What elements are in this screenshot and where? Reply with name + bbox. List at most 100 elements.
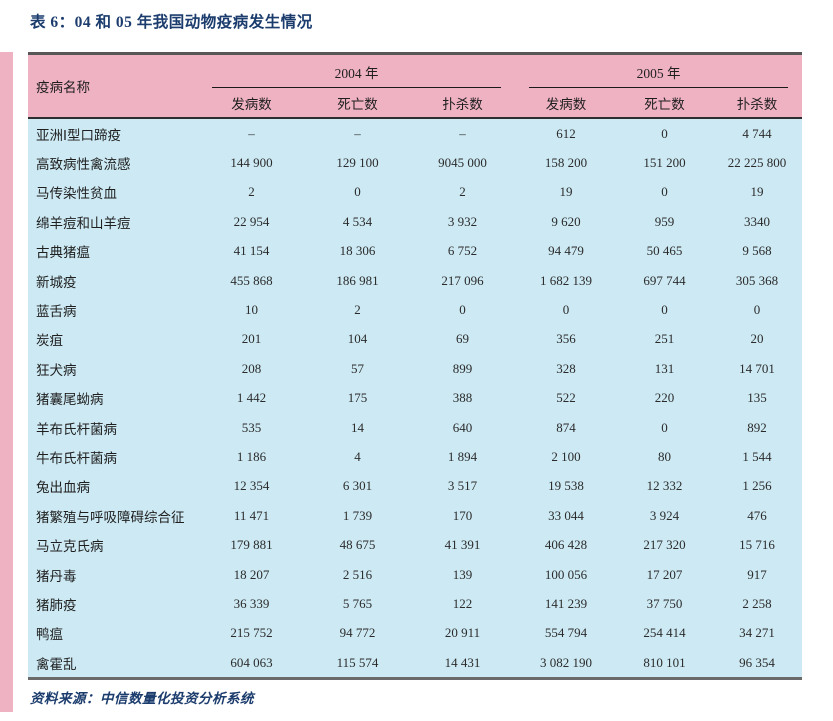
table-row: 猪丹毒 18 207 2 516 139 100 056 17 207 917 — [28, 559, 803, 590]
value-cell-2005-incidence: 2 100 — [515, 442, 618, 472]
value-cell-2004-deaths: 94 772 — [305, 618, 410, 649]
value-cell-2005-culled: 3340 — [712, 207, 803, 237]
value-cell-2005-deaths: 220 — [617, 383, 713, 413]
value-cell-2004-incidence: 18 207 — [198, 559, 305, 590]
value-cell-2005-deaths: 3 924 — [617, 501, 713, 531]
value-cell-2005-incidence: 612 — [515, 118, 618, 149]
column-header-disease-name: 疫病名称 — [28, 53, 198, 119]
disease-name-cell: 鸭瘟 — [28, 618, 198, 649]
value-cell-2004-incidence: 201 — [198, 324, 305, 355]
value-cell-2005-culled: 19 — [712, 177, 803, 208]
value-cell-2004-deaths: 0 — [305, 177, 410, 208]
year-header-row: 疫病名称 2004 年 2005 年 — [28, 53, 803, 119]
disease-name-cell: 猪囊尾蚴病 — [28, 383, 198, 413]
value-cell-2005-culled: 34 271 — [712, 618, 803, 649]
table-row: 高致病性禽流感 144 900 129 100 9045 000 158 200… — [28, 148, 803, 178]
value-cell-2004-culled: 3 517 — [410, 471, 516, 502]
value-cell-2005-culled: 305 368 — [712, 265, 803, 296]
disease-table-container: 疫病名称 2004 年 2005 年 发病数 死亡数 扑杀数 发病数 死亡数 扑… — [28, 52, 803, 681]
table-row: 亚洲Ⅰ型口蹄疫 – – – 612 0 4 744 — [28, 118, 803, 149]
disease-name-cell: 马立克氏病 — [28, 530, 198, 560]
value-cell-2004-culled: 899 — [410, 354, 516, 384]
value-cell-2004-incidence: 144 900 — [198, 148, 305, 178]
value-cell-2004-deaths: 2 516 — [305, 559, 410, 590]
value-cell-2004-deaths: 186 981 — [305, 265, 410, 296]
value-cell-2005-incidence: 0 — [515, 295, 618, 325]
table-row: 羊布氏杆菌病 535 14 640 874 0 892 — [28, 412, 803, 443]
value-cell-2004-deaths: 18 306 — [305, 236, 410, 266]
value-cell-2005-culled: 9 568 — [712, 236, 803, 266]
value-cell-2004-deaths: 175 — [305, 383, 410, 413]
value-cell-2005-incidence: 19 538 — [515, 471, 618, 502]
value-cell-2004-incidence: 22 954 — [198, 207, 305, 237]
value-cell-2004-incidence: 1 186 — [198, 442, 305, 472]
value-cell-2004-deaths: 129 100 — [305, 148, 410, 178]
value-cell-2004-incidence: 41 154 — [198, 236, 305, 266]
table-body: 亚洲Ⅰ型口蹄疫 – – – 612 0 4 744 高致病性禽流感 144 90… — [28, 118, 803, 679]
table-row: 兔出血病 12 354 6 301 3 517 19 538 12 332 1 … — [28, 471, 803, 502]
value-cell-2004-incidence: 535 — [198, 412, 305, 443]
value-cell-2005-incidence: 33 044 — [515, 501, 618, 531]
value-cell-2005-deaths: 0 — [617, 295, 713, 325]
value-cell-2005-deaths: 12 332 — [617, 471, 713, 502]
table-row: 禽霍乱 604 063 115 574 14 431 3 082 190 810… — [28, 648, 803, 679]
value-cell-2004-deaths: 1 739 — [305, 501, 410, 531]
table-row: 猪肺疫 36 339 5 765 122 141 239 37 750 2 25… — [28, 589, 803, 619]
disease-name-cell: 新城疫 — [28, 265, 198, 296]
value-cell-2005-deaths: 0 — [617, 177, 713, 208]
column-header-2004-culled: 扑杀数 — [410, 88, 516, 119]
value-cell-2004-culled: 0 — [410, 295, 516, 325]
disease-name-cell: 马传染性贫血 — [28, 177, 198, 208]
disease-name-cell: 羊布氏杆菌病 — [28, 412, 198, 443]
value-cell-2005-incidence: 94 479 — [515, 236, 618, 266]
year-group-2005: 2005 年 — [515, 53, 803, 88]
value-cell-2005-incidence: 356 — [515, 324, 618, 355]
value-cell-2004-culled: 170 — [410, 501, 516, 531]
value-cell-2004-incidence: 2 — [198, 177, 305, 208]
value-cell-2004-culled: 388 — [410, 383, 516, 413]
value-cell-2004-deaths: 4 — [305, 442, 410, 472]
disease-table: 疫病名称 2004 年 2005 年 发病数 死亡数 扑杀数 发病数 死亡数 扑… — [28, 52, 803, 681]
value-cell-2005-incidence: 3 082 190 — [515, 648, 618, 679]
table-row: 炭疽 201 104 69 356 251 20 — [28, 324, 803, 355]
disease-name-cell: 兔出血病 — [28, 471, 198, 502]
value-cell-2004-incidence: 10 — [198, 295, 305, 325]
value-cell-2004-deaths: 57 — [305, 354, 410, 384]
source-note: 资料来源：中信数量化投资分析系统 — [30, 691, 254, 706]
value-cell-2004-incidence: – — [198, 118, 305, 149]
left-accent-bar — [0, 52, 13, 712]
disease-name-cell: 猪肺疫 — [28, 589, 198, 619]
column-header-2004-deaths: 死亡数 — [305, 88, 410, 119]
table-row: 新城疫 455 868 186 981 217 096 1 682 139 69… — [28, 265, 803, 296]
disease-name-cell: 蓝舌病 — [28, 295, 198, 325]
disease-name-cell: 古典猪瘟 — [28, 236, 198, 266]
disease-name-cell: 猪繁殖与呼吸障碍综合征 — [28, 501, 198, 531]
value-cell-2005-culled: 1 544 — [712, 442, 803, 472]
table-row: 蓝舌病 10 2 0 0 0 0 — [28, 295, 803, 325]
value-cell-2004-culled: 41 391 — [410, 530, 516, 560]
year-group-2004: 2004 年 — [198, 53, 516, 88]
table-row: 猪繁殖与呼吸障碍综合征 11 471 1 739 170 33 044 3 92… — [28, 501, 803, 531]
disease-name-cell: 高致病性禽流感 — [28, 148, 198, 178]
table-header: 疫病名称 2004 年 2005 年 发病数 死亡数 扑杀数 发病数 死亡数 扑… — [28, 53, 803, 119]
value-cell-2005-culled: 1 256 — [712, 471, 803, 502]
value-cell-2004-culled: 122 — [410, 589, 516, 619]
value-cell-2004-culled: – — [410, 118, 516, 149]
value-cell-2005-incidence: 328 — [515, 354, 618, 384]
value-cell-2005-culled: 0 — [712, 295, 803, 325]
value-cell-2004-culled: 14 431 — [410, 648, 516, 679]
value-cell-2005-deaths: 254 414 — [617, 618, 713, 649]
table-row: 狂犬病 208 57 899 328 131 14 701 — [28, 354, 803, 384]
column-header-2004-incidence: 发病数 — [198, 88, 305, 119]
value-cell-2004-deaths: 115 574 — [305, 648, 410, 679]
disease-name-cell: 狂犬病 — [28, 354, 198, 384]
disease-name-cell: 绵羊痘和山羊痘 — [28, 207, 198, 237]
value-cell-2004-culled: 9045 000 — [410, 148, 516, 178]
disease-name-cell: 禽霍乱 — [28, 648, 198, 679]
column-header-2005-culled: 扑杀数 — [712, 88, 803, 119]
value-cell-2005-culled: 476 — [712, 501, 803, 531]
table-row: 鸭瘟 215 752 94 772 20 911 554 794 254 414… — [28, 618, 803, 649]
value-cell-2005-culled: 135 — [712, 383, 803, 413]
page-title: 表 6：04 和 05 年我国动物疫病发生情况 — [30, 14, 313, 31]
disease-name-cell: 亚洲Ⅰ型口蹄疫 — [28, 118, 198, 149]
